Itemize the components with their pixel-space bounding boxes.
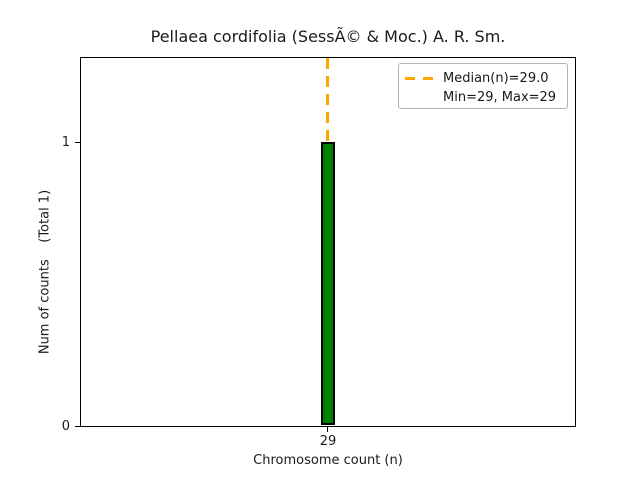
x-tick-mark-29 [327, 427, 329, 432]
legend-median-label: Median(n)=29.0 [443, 71, 549, 86]
histogram-bar [321, 142, 335, 425]
x-tick-label-29: 29 [319, 434, 337, 449]
legend-minmax-label: Min=29, Max=29 [443, 90, 557, 105]
x-axis-label: Chromosome count (n) [253, 453, 403, 468]
chart-title: Pellaea cordifolia (SessÃ© & Moc.) A. R.… [150, 27, 506, 46]
median-dashed-line-sample [405, 77, 433, 80]
legend-row-median: Median(n)=29.0 [405, 69, 560, 88]
legend-spacer [405, 96, 433, 99]
y-tick-mark-1 [75, 142, 80, 144]
legend: Median(n)=29.0 Min=29, Max=29 [398, 63, 568, 109]
plot-area [80, 57, 576, 427]
y-axis-label-text: Num of counts (Total 1) [37, 189, 53, 355]
y-tick-mark-0 [75, 426, 80, 428]
y-tick-label-1: 1 [61, 135, 70, 150]
y-tick-label-0: 0 [61, 419, 70, 434]
legend-row-minmax: Min=29, Max=29 [405, 88, 560, 107]
